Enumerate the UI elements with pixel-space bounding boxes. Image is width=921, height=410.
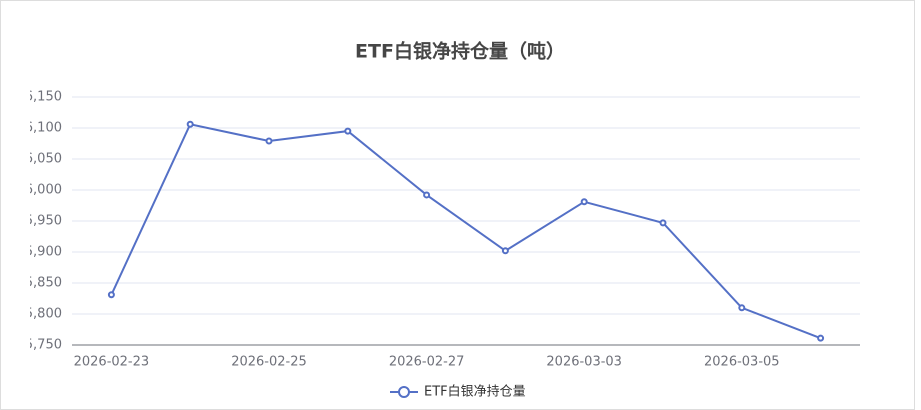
data-point [265, 137, 273, 145]
chart-title: ETF白银净持仓量（吨） [355, 40, 565, 63]
data-point [501, 247, 509, 255]
data-point [659, 219, 667, 227]
y-tick-label: 15,950 [17, 214, 63, 229]
data-point [344, 127, 352, 135]
y-tick-label: 16,000 [17, 183, 63, 198]
series-line [110, 123, 821, 340]
y-tick-label: 16,150 [17, 90, 63, 105]
data-point [107, 291, 115, 299]
x-tick-label: 2026-02-25 [231, 355, 307, 370]
legend-marker [398, 386, 410, 398]
x-tick-label: 2026-03-03 [546, 355, 622, 370]
y-tick-label: 16,100 [17, 121, 63, 136]
x-tick-label: 2026-02-23 [74, 355, 150, 370]
y-tick-label: 15,850 [17, 276, 63, 291]
y-axis-labels: 15,750 15,800 15,850 15,900 15,950 16,000 16,0… [17, 90, 63, 353]
legend-label: ETF白银净持仓量 [424, 384, 526, 400]
data-point [423, 191, 431, 199]
data-point [580, 198, 588, 206]
data-point [817, 334, 825, 342]
x-tick-label: 2026-03-05 [704, 355, 780, 370]
x-tick-label: 2026-02-27 [389, 355, 465, 370]
y-tick-label: 16,050 [17, 152, 63, 167]
y-tick-label: 15,800 [17, 307, 63, 322]
data-point [186, 120, 194, 128]
y-tick-label: 15,750 [17, 338, 63, 353]
data-point [738, 304, 746, 312]
y-tick-label: 15,900 [17, 245, 63, 260]
